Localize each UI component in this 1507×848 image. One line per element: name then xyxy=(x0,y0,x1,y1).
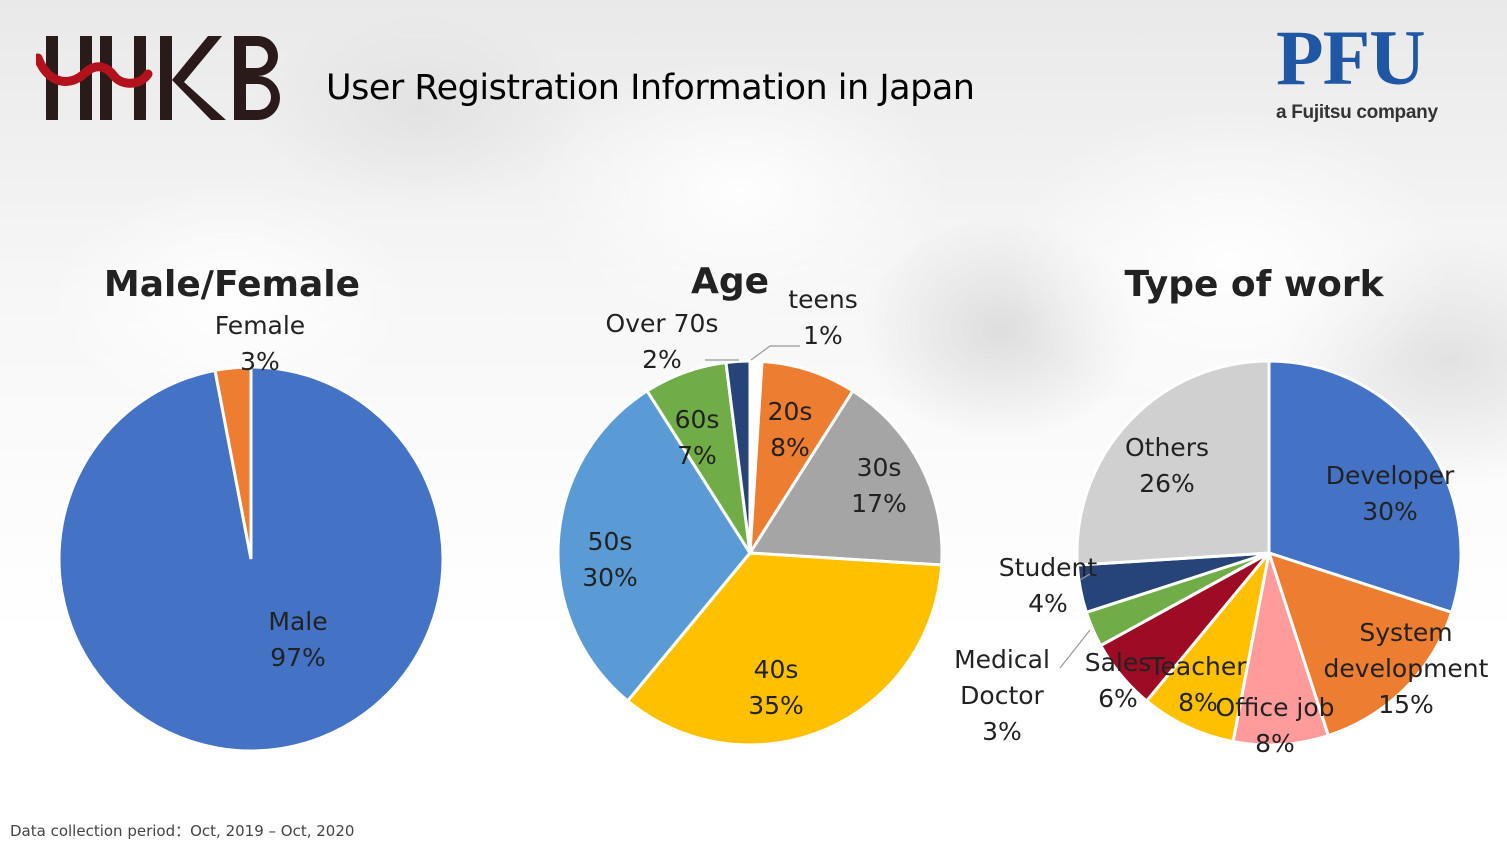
type-of-work-slice-teacher xyxy=(1144,552,1271,744)
age-30s-label: 30s xyxy=(857,453,902,482)
hhkb-logo xyxy=(36,36,280,120)
type-of-work-teacher-label: Teacher xyxy=(1149,652,1248,681)
type-of-work-medical-doctor-label: Doctor xyxy=(960,681,1044,710)
type-of-work-teacher-label: 8% xyxy=(1178,688,1218,717)
age-slice-over-70s xyxy=(724,359,752,554)
type-of-work-office-job-label: Office job xyxy=(1215,693,1334,722)
age-chart-title: Age xyxy=(691,261,769,302)
page-title: User Registration Information in Japan xyxy=(326,68,975,108)
age-50s-label: 30% xyxy=(582,563,638,592)
type-of-work-student-label: 4% xyxy=(1028,589,1068,618)
type-of-work-others-label: Others xyxy=(1125,433,1209,462)
age-slice-50s xyxy=(556,388,752,704)
male-female-slice-female xyxy=(213,365,253,560)
male-female-chart-title: Male/Female xyxy=(104,264,360,305)
type-of-work-others-label: 26% xyxy=(1139,469,1195,498)
type-of-work-office-job-label: 8% xyxy=(1255,729,1295,758)
age-40s-label: 40s xyxy=(754,655,799,684)
type-of-work-sales-label: Sales xyxy=(1085,648,1152,677)
type-of-work-system-development-label: development xyxy=(1324,654,1489,683)
type-of-work-slice-developer xyxy=(1267,359,1463,615)
type-of-work-medical-doctor-label: Medical xyxy=(954,645,1050,674)
type-of-work-system-development-label: System xyxy=(1359,618,1452,647)
type-of-work-developer-label: 30% xyxy=(1362,497,1418,526)
age-over-70s-label: 2% xyxy=(642,345,682,374)
type-of-work-slice-others xyxy=(1075,359,1271,567)
male-female-male-label: Male xyxy=(268,607,327,636)
data-collection-period: Data collection period：Oct, 2019 – Oct, … xyxy=(10,822,355,840)
type-of-work-system-development-label: 15% xyxy=(1378,690,1434,719)
type-of-work-medical-doctor-label: 3% xyxy=(982,717,1022,746)
age-60s-label: 7% xyxy=(677,441,717,470)
age-teens-leader-line xyxy=(750,345,800,361)
age-40s-label: 35% xyxy=(748,691,804,720)
age-teens-label: teens xyxy=(788,285,857,314)
type-of-work-slice-office-job xyxy=(1231,552,1331,747)
age-60s-label: 60s xyxy=(675,405,720,434)
type-of-work-developer-label: Developer xyxy=(1326,461,1455,490)
age-20s-label: 20s xyxy=(768,397,813,426)
age-over-70s-label: Over 70s xyxy=(606,309,719,338)
age-teens-label: 1% xyxy=(803,321,843,350)
type-of-work-sales-label: 6% xyxy=(1098,684,1138,713)
type-of-work-student-leader-line xyxy=(1079,573,1091,581)
age-slice-30s xyxy=(747,388,944,567)
male-female-male-label: 97% xyxy=(270,643,326,672)
age-50s-label: 50s xyxy=(588,527,633,556)
male-female-female-label: Female xyxy=(215,311,305,340)
age-slice-20s xyxy=(748,359,855,554)
age-slice-40s xyxy=(625,551,944,747)
pfu-logo: PFU xyxy=(1276,14,1426,101)
male-female-female-label: 3% xyxy=(240,347,280,376)
age-30s-label: 17% xyxy=(851,489,907,518)
type-of-work-medical-doctor-leader-line xyxy=(1059,629,1091,669)
age-20s-label: 8% xyxy=(770,433,810,462)
type-of-work-student-label: Student xyxy=(999,553,1098,582)
type-of-work-chart-title: Type of work xyxy=(1124,264,1384,305)
pfu-tagline: a Fujitsu company xyxy=(1276,102,1438,123)
